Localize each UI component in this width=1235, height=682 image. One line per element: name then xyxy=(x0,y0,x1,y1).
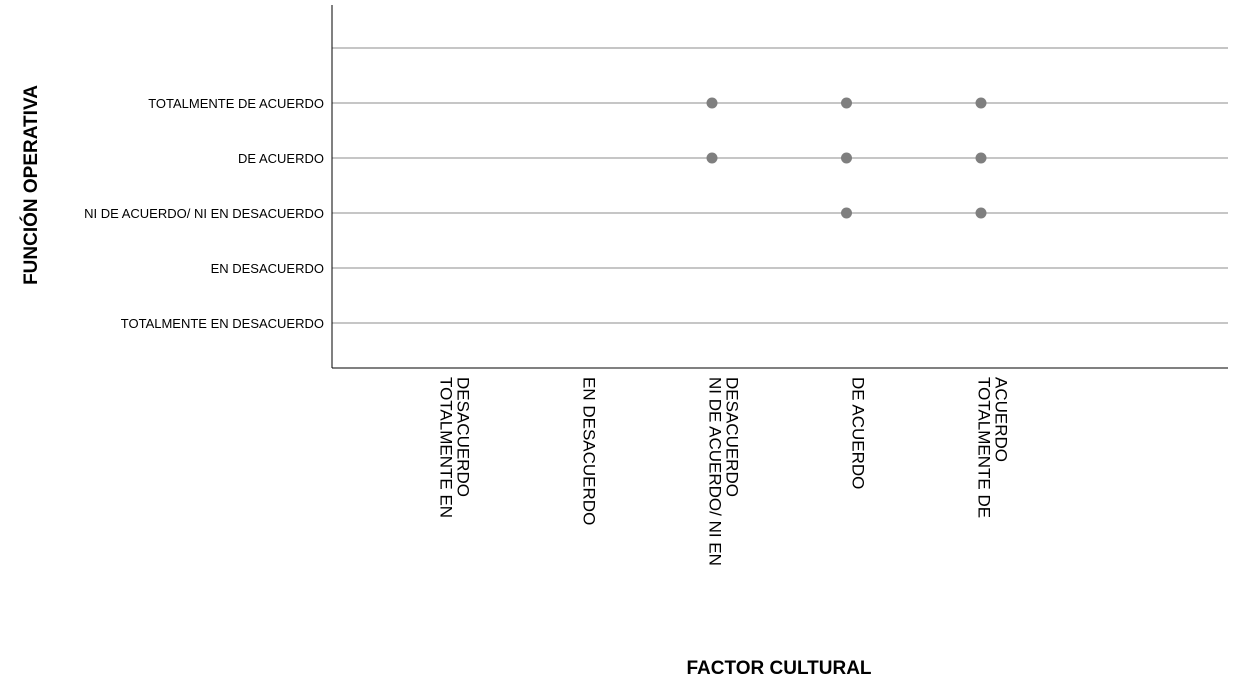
x-tick-label-line: TOTALMENTE DE xyxy=(975,377,994,518)
data-point xyxy=(975,152,987,164)
x-tick-label-line: DE ACUERDO xyxy=(849,377,868,489)
y-axis-title: FUNCIÓN OPERATIVA xyxy=(20,85,42,285)
data-point xyxy=(841,207,852,219)
x-tick-label-line: TOTALMENTE EN xyxy=(437,377,456,518)
x-tick-label: EN DESACUERDO xyxy=(580,377,599,525)
x-tick-label-line: ACUERDO xyxy=(992,377,1011,462)
x-tick-label: DE ACUERDO xyxy=(849,377,868,489)
y-tick-label: TOTALMENTE DE ACUERDO xyxy=(148,96,324,111)
axes xyxy=(331,5,1228,369)
data-point xyxy=(706,152,718,164)
x-tick-label-line: EN DESACUERDO xyxy=(580,377,599,525)
data-points xyxy=(706,97,987,219)
data-point xyxy=(975,207,987,219)
x-tick-label-line: DESACUERDO xyxy=(454,377,473,497)
gridlines xyxy=(332,47,1228,324)
data-point xyxy=(841,97,852,109)
x-tick-label-line: DESACUERDO xyxy=(723,377,742,497)
data-point xyxy=(841,152,852,164)
y-tick-label: TOTALMENTE EN DESACUERDO xyxy=(121,316,324,331)
y-tick-label: DE ACUERDO xyxy=(238,151,324,166)
x-tick-label-line: NI DE ACUERDO/ NI EN xyxy=(706,377,725,566)
data-point xyxy=(975,97,987,109)
y-tick-label: EN DESACUERDO xyxy=(211,261,324,276)
x-axis-title: FACTOR CULTURAL xyxy=(686,658,871,679)
y-tick-labels: TOTALMENTE EN DESACUERDO EN DESACUERDO NI … xyxy=(84,96,324,331)
data-point xyxy=(706,97,718,109)
y-tick-label: NI DE ACUERDO/ NI EN DESACUERDO xyxy=(84,206,324,221)
